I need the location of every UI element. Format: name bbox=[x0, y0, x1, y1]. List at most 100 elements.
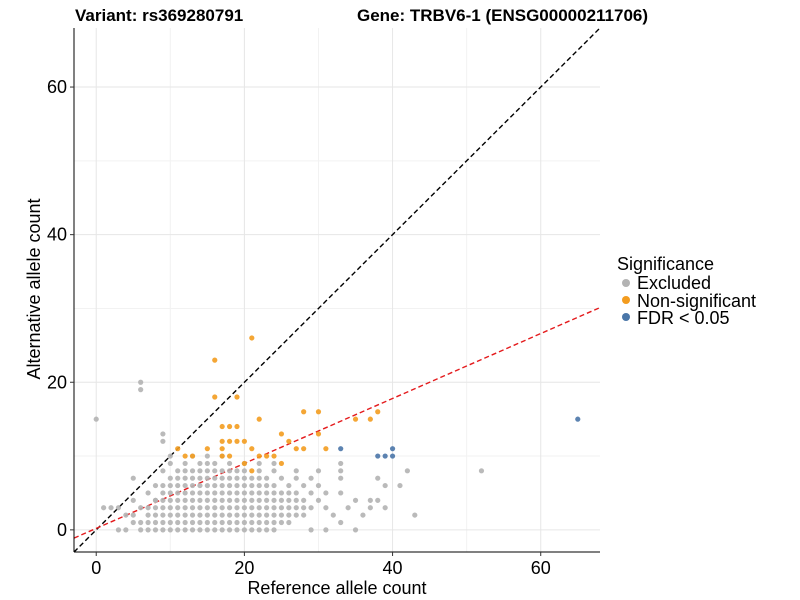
point-excluded bbox=[308, 475, 314, 481]
point-excluded bbox=[264, 512, 270, 518]
point-excluded bbox=[204, 519, 210, 526]
point-excluded bbox=[152, 512, 159, 518]
legend-key-fdr bbox=[622, 313, 630, 321]
point-excluded bbox=[175, 512, 181, 518]
point-excluded bbox=[160, 490, 166, 496]
point-excluded bbox=[101, 505, 107, 511]
point-non-significant bbox=[286, 438, 292, 444]
point-excluded bbox=[189, 475, 196, 481]
point-excluded bbox=[352, 497, 359, 503]
point-excluded bbox=[264, 527, 270, 533]
point-excluded bbox=[182, 468, 188, 474]
point-excluded bbox=[145, 527, 151, 533]
point-excluded bbox=[219, 475, 225, 481]
point-non-significant bbox=[323, 446, 329, 452]
point-non-significant bbox=[219, 438, 225, 444]
point-excluded bbox=[478, 468, 485, 474]
point-non-significant bbox=[212, 357, 218, 363]
point-excluded bbox=[234, 527, 240, 533]
point-excluded bbox=[278, 512, 285, 518]
point-fdr-0-05 bbox=[575, 416, 581, 422]
point-excluded bbox=[212, 512, 218, 518]
point-excluded bbox=[256, 460, 262, 467]
point-excluded bbox=[234, 512, 240, 518]
point-excluded bbox=[264, 497, 270, 503]
legend-entry-fdr: FDR < 0.05 bbox=[622, 308, 730, 328]
point-excluded bbox=[293, 475, 299, 481]
point-excluded bbox=[152, 527, 159, 533]
point-excluded bbox=[219, 497, 225, 503]
point-non-significant bbox=[226, 453, 233, 459]
point-excluded bbox=[293, 505, 299, 511]
point-excluded bbox=[160, 438, 166, 444]
point-excluded bbox=[182, 512, 188, 518]
point-excluded bbox=[219, 482, 225, 489]
point-excluded bbox=[286, 497, 292, 503]
point-excluded bbox=[93, 416, 99, 422]
point-excluded bbox=[175, 497, 181, 503]
point-excluded bbox=[167, 482, 173, 489]
point-excluded bbox=[189, 490, 196, 496]
point-excluded bbox=[160, 527, 166, 533]
point-excluded bbox=[315, 497, 322, 503]
point-excluded bbox=[167, 490, 173, 496]
point-excluded bbox=[241, 512, 247, 518]
point-excluded bbox=[212, 527, 218, 533]
point-excluded bbox=[145, 519, 151, 526]
point-excluded bbox=[160, 512, 166, 518]
point-excluded bbox=[278, 519, 285, 526]
point-fdr-0-05 bbox=[389, 453, 396, 459]
point-excluded bbox=[241, 490, 247, 496]
point-excluded bbox=[286, 490, 292, 496]
point-excluded bbox=[249, 512, 255, 518]
point-excluded bbox=[175, 482, 181, 489]
reference-lines bbox=[73, 27, 601, 553]
point-excluded bbox=[264, 482, 270, 489]
point-excluded bbox=[182, 475, 188, 481]
point-excluded bbox=[382, 482, 388, 489]
point-excluded bbox=[204, 468, 210, 474]
point-excluded bbox=[301, 497, 307, 503]
point-excluded bbox=[264, 490, 270, 496]
point-excluded bbox=[256, 490, 262, 496]
point-excluded bbox=[249, 482, 255, 489]
point-excluded bbox=[375, 497, 381, 503]
point-non-significant bbox=[293, 446, 299, 452]
point-non-significant bbox=[204, 446, 210, 452]
point-excluded bbox=[212, 460, 218, 467]
point-fdr-0-05 bbox=[338, 446, 344, 452]
point-excluded bbox=[160, 468, 166, 474]
point-excluded bbox=[189, 468, 196, 474]
point-non-significant bbox=[375, 409, 381, 415]
point-excluded bbox=[367, 505, 373, 511]
point-non-significant bbox=[219, 446, 225, 452]
point-excluded bbox=[256, 512, 262, 518]
point-excluded bbox=[338, 475, 344, 481]
point-non-significant bbox=[367, 416, 373, 422]
point-excluded bbox=[160, 505, 166, 511]
point-excluded bbox=[189, 505, 196, 511]
ref-line-fit bbox=[73, 306, 601, 539]
point-non-significant bbox=[271, 453, 277, 459]
point-excluded bbox=[278, 497, 285, 503]
point-non-significant bbox=[234, 438, 240, 444]
legend-key-excluded bbox=[622, 279, 630, 287]
point-excluded bbox=[226, 490, 233, 496]
point-excluded bbox=[382, 505, 388, 511]
point-excluded bbox=[360, 512, 366, 518]
point-excluded bbox=[182, 460, 188, 467]
point-excluded bbox=[271, 519, 277, 526]
point-fdr-0-05 bbox=[382, 453, 388, 459]
point-excluded bbox=[301, 482, 307, 489]
x-tick-label: 60 bbox=[531, 558, 551, 578]
point-excluded bbox=[271, 505, 277, 511]
point-excluded bbox=[301, 512, 307, 518]
point-excluded bbox=[293, 490, 299, 496]
point-excluded bbox=[234, 490, 240, 496]
point-excluded bbox=[189, 519, 196, 526]
point-excluded bbox=[286, 505, 292, 511]
y-axis-title: Alternative allele count bbox=[24, 198, 44, 379]
point-excluded bbox=[204, 453, 210, 459]
point-excluded bbox=[301, 505, 307, 511]
